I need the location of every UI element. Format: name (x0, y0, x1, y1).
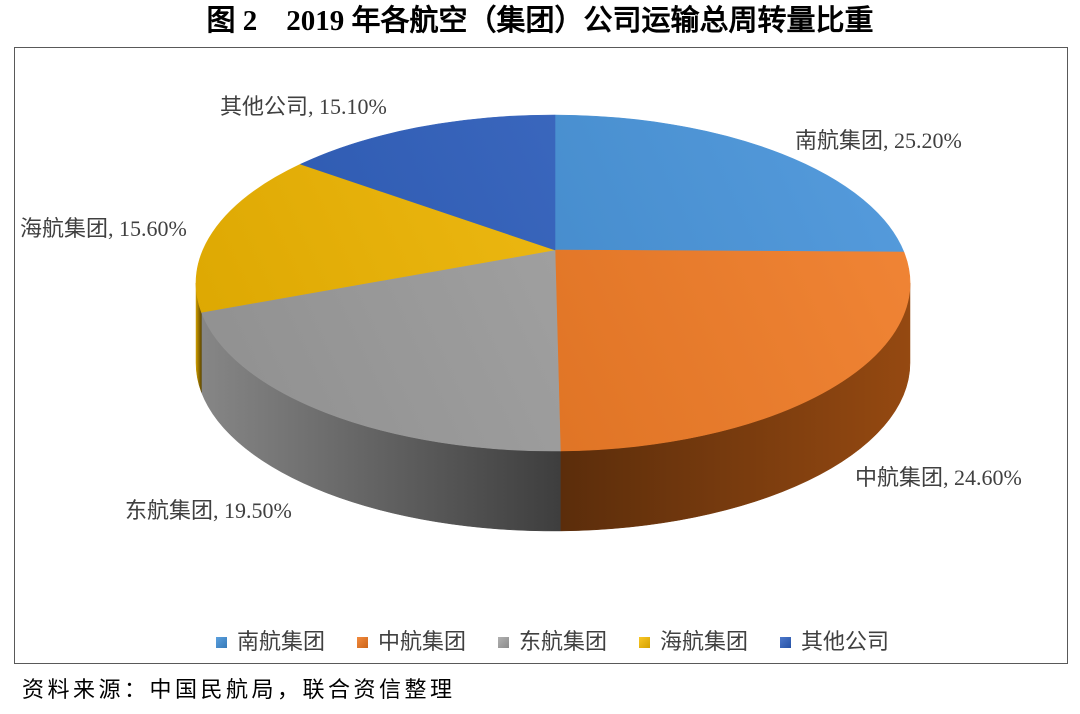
legend-swatch-other-companies (780, 636, 791, 648)
legend-swatch-hna-group (639, 636, 650, 648)
legend-item-other-companies: 其他公司 (780, 626, 921, 658)
legend-item-hna-group: 海航集团 (639, 626, 780, 658)
legend: 南航集团 中航集团 东航集团 海航集团 其他公司 (216, 626, 921, 658)
source-note: 资料来源：中国民航局，联合资信整理 (22, 677, 456, 702)
legend-item-china-southern: 南航集团 (216, 626, 357, 658)
figure-title: 图 2 2019 年各航空（集团）公司运输总周转量比重 (206, 5, 874, 37)
legend-item-air-china: 中航集团 (357, 626, 498, 658)
data-label-air-china: 中航集团, 24.60% (855, 465, 1022, 490)
legend-label-china-eastern: 东航集团 (519, 629, 608, 654)
legend-swatch-china-eastern (498, 636, 509, 648)
data-label-china-southern: 南航集团, 25.20% (795, 128, 962, 153)
legend-swatch-china-southern (216, 636, 227, 648)
legend-label-other-companies: 其他公司 (801, 629, 890, 654)
pie-slice-hna-group (195, 163, 555, 313)
chart-area: 南航集团, 25.20% 中航集团, 24.60% 东航集团, 19.50% 海… (14, 47, 1068, 664)
pie-slice-other-companies (299, 114, 555, 250)
pie-chart: 南航集团, 25.20% 中航集团, 24.60% 东航集团, 19.50% 海… (20, 94, 1022, 531)
legend-swatch-air-china (357, 636, 368, 648)
legend-label-hna-group: 海航集团 (660, 629, 749, 654)
pie-slice-air-china (554, 249, 910, 451)
data-label-china-eastern: 东航集团, 19.50% (125, 498, 292, 523)
legend-label-china-southern: 南航集团 (237, 629, 326, 654)
pie-slice-china-eastern (200, 249, 561, 451)
legend-label-air-china: 中航集团 (378, 629, 467, 654)
data-label-other-companies: 其他公司, 15.10% (220, 94, 387, 119)
data-labels: 南航集团, 25.20% 中航集团, 24.60% 东航集团, 19.50% 海… (20, 94, 1022, 523)
pie-slices (195, 114, 910, 451)
pie-slice-china-southern (554, 114, 904, 252)
data-label-hna-group: 海航集团, 15.60% (20, 216, 187, 241)
legend-item-china-eastern: 东航集团 (498, 626, 639, 658)
